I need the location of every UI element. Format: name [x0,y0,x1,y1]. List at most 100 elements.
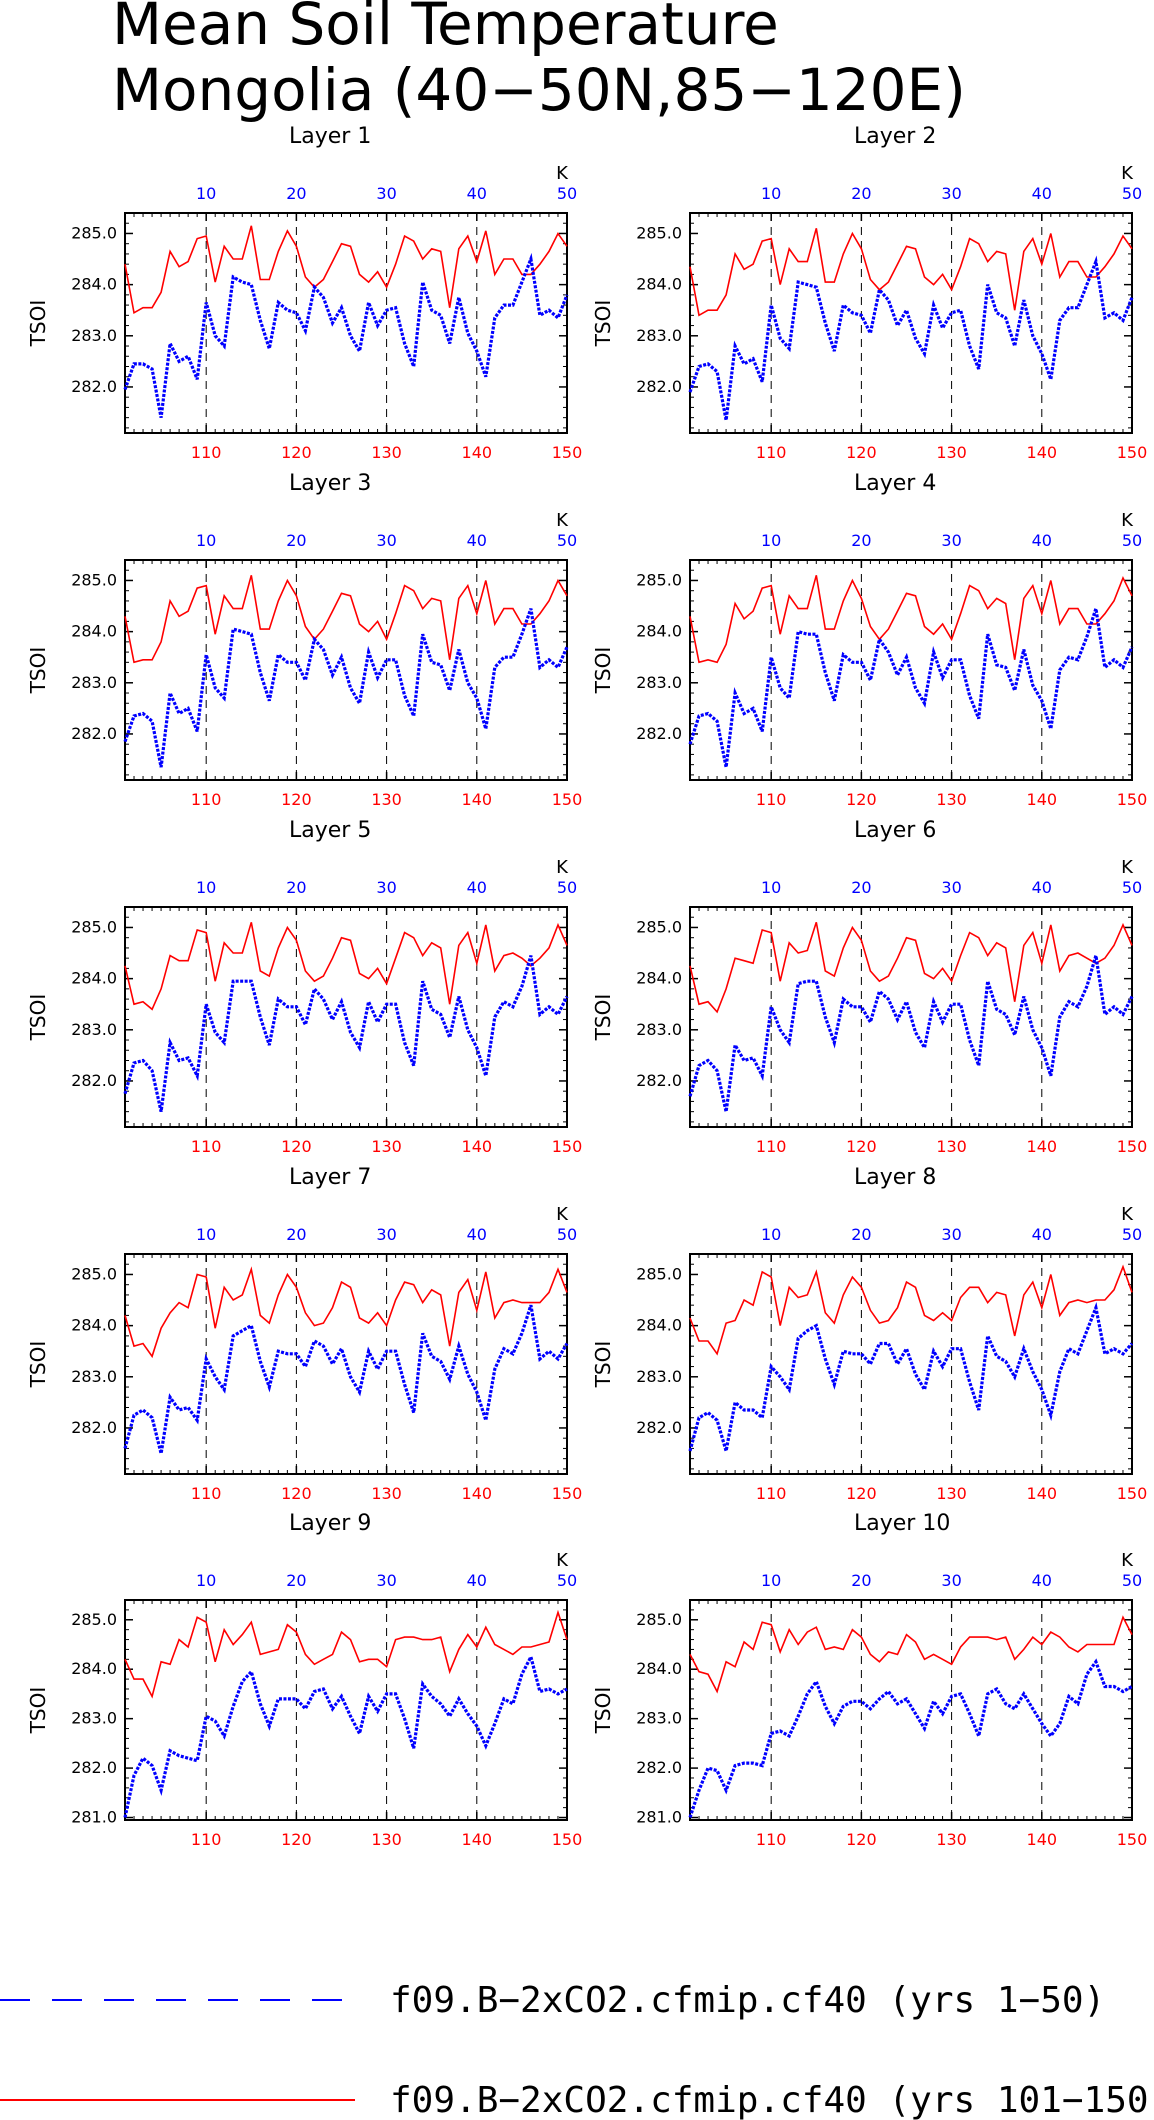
top-axis-label: K [1121,1550,1134,1571]
y-tick-label: 285.0 [71,570,117,589]
x-tick-label-top: 20 [851,878,871,897]
plot-frame [689,906,1133,1128]
series-line-yrs-1-50 [688,1301,1134,1452]
y-tick-label: 284.0 [71,622,117,641]
x-tick-label-bottom: 150 [1117,1830,1148,1849]
x-tick-label-top: 10 [196,531,216,550]
panel-4: Layer 4 110 120 130 140 150 10 20 30 40 50K 282.0 28… [591,471,1147,809]
x-tick-label-top: 20 [851,184,871,203]
y-tick-label: 283.0 [636,1020,682,1039]
panel-3: Layer 3 110 120 130 140 150 10 20 30 40 50K 282.0 28… [26,471,582,809]
x-tick-label-bottom: 130 [936,1484,967,1503]
top-axis-label: K [1121,510,1134,531]
y-tick-label: 284.0 [636,969,682,988]
series-line-yrs-101-150 [689,922,1133,1014]
x-tick-label-bottom: 110 [191,443,222,462]
panel-2: Layer 2 110 120 130 140 150 10 20 30 40 50K 282.0 28… [591,124,1147,462]
x-tick-label-top: 30 [376,1571,396,1590]
y-tick-label: 284.0 [636,1659,682,1678]
y-axis-label: TSOI [26,1341,50,1389]
y-axis-label: TSOI [26,647,50,695]
x-tick-label-top: 10 [761,1225,781,1244]
series-line-yrs-1-50 [123,252,569,418]
series-line-yrs-101-150 [689,1264,1133,1356]
plot-frame [689,559,1133,781]
x-tick-label-bottom: 110 [756,1830,787,1849]
x-tick-label-top: 50 [557,1571,577,1590]
x-tick-label-bottom: 140 [1027,443,1058,462]
x-tick-label-bottom: 130 [936,443,967,462]
x-tick-label-bottom: 120 [281,443,312,462]
x-tick-label-bottom: 140 [1027,1830,1058,1849]
panel-1: Layer 1 110 120 130 140 150 10 20 30 40 50K 282.0 28… [26,124,582,462]
x-tick-label-bottom: 130 [371,1137,402,1156]
x-tick-label-top: 50 [1122,878,1142,897]
x-tick-label-top: 10 [196,1571,216,1590]
x-tick-label-bottom: 130 [371,1484,402,1503]
x-tick-label-top: 40 [1032,1225,1052,1244]
panel-title: Layer 5 [289,818,371,843]
series-line-yrs-101-150 [124,1266,568,1359]
panel-10: Layer 10 110 120 130 140 150 10 20 30 40 50K 281.0 2… [591,1511,1147,1849]
x-tick-label-top: 30 [376,531,396,550]
panel-9: Layer 9 110 120 130 140 150 10 20 30 40 50K 281.0 28… [26,1511,582,1849]
x-tick-label-bottom: 150 [1117,790,1148,809]
x-tick-label-top: 30 [376,878,396,897]
y-tick-label: 283.0 [71,1367,117,1386]
x-tick-label-top: 30 [941,531,961,550]
y-tick-label: 282.0 [71,1071,117,1090]
x-tick-label-top: 10 [761,184,781,203]
x-tick-label-bottom: 120 [846,1830,877,1849]
panel-title: Layer 2 [854,124,936,149]
x-tick-label-bottom: 120 [846,1484,877,1503]
x-tick-label-bottom: 110 [756,790,787,809]
series-line-yrs-101-150 [124,575,568,664]
series-line-yrs-1-50 [688,955,1134,1113]
panel-6: Layer 6 110 120 130 140 150 10 20 30 40 50K 282.0 28… [591,818,1147,1156]
y-axis-label: TSOI [591,300,615,348]
x-tick-label-bottom: 130 [371,443,402,462]
x-tick-label-top: 20 [286,531,306,550]
x-tick-label-top: 50 [557,184,577,203]
x-tick-label-top: 50 [1122,1571,1142,1590]
x-tick-label-top: 30 [376,1225,396,1244]
y-tick-label: 285.0 [636,917,682,936]
series-line-yrs-1-50 [123,608,569,768]
y-tick-label: 282.0 [636,377,682,396]
y-tick-label: 284.0 [636,1316,682,1335]
y-tick-label: 283.0 [636,673,682,692]
panel-title: Layer 3 [289,471,371,496]
x-tick-label-bottom: 120 [846,1137,877,1156]
x-tick-label-bottom: 120 [281,1137,312,1156]
x-tick-label-bottom: 120 [281,1830,312,1849]
top-axis-label: K [556,163,569,184]
x-tick-label-top: 30 [941,878,961,897]
y-tick-label: 283.0 [71,1709,117,1728]
x-tick-label-bottom: 110 [756,1137,787,1156]
y-tick-label: 282.0 [636,1071,682,1090]
panel-title: Layer 10 [854,1511,950,1536]
legend: f09.B−2xCO2.cfmip.cf40 (yrs 1−50) f09.B−… [0,1980,1154,2120]
x-tick-label-top: 20 [851,1225,871,1244]
panel-title: Layer 6 [854,818,936,843]
y-axis-label: TSOI [26,1687,50,1735]
x-tick-label-top: 40 [1032,1571,1052,1590]
y-tick-label: 281.0 [636,1808,682,1827]
y-tick-label: 284.0 [71,275,117,294]
x-tick-label-top: 50 [1122,184,1142,203]
x-tick-label-top: 40 [467,184,487,203]
x-tick-label-top: 40 [467,1225,487,1244]
x-tick-label-top: 40 [1032,531,1052,550]
x-tick-label-top: 20 [286,1225,306,1244]
x-tick-label-top: 50 [557,878,577,897]
x-tick-label-bottom: 130 [371,790,402,809]
x-tick-label-bottom: 110 [756,443,787,462]
x-tick-label-top: 30 [941,1225,961,1244]
y-tick-label: 285.0 [636,223,682,242]
x-tick-label-top: 10 [761,878,781,897]
x-tick-label-top: 20 [851,531,871,550]
panel-title: Layer 1 [289,124,371,149]
y-axis-label: TSOI [591,1341,615,1389]
plot-frame [689,1253,1133,1475]
